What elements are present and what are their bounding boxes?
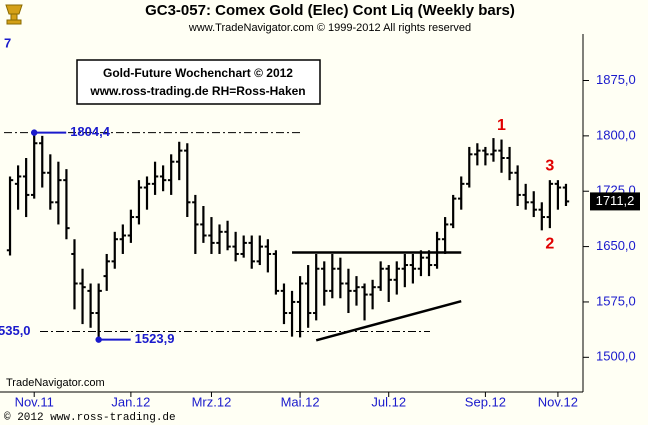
level-label: 535,0 [0, 323, 31, 338]
chart-title: GC3-057: Comex Gold (Elec) Cont Liq (Wee… [145, 2, 515, 19]
last-price-label: 1711,2 [596, 193, 635, 208]
trendline [315, 300, 462, 342]
x-tick-label: Sep.12 [465, 394, 506, 409]
y-tick-label: 1800,0 [596, 127, 636, 142]
chart-subtitle: www.TradeNavigator.com © 1999-2012 All r… [188, 22, 471, 34]
y-tick-label: 1650,0 [596, 238, 636, 253]
wave-label: 1 [497, 117, 506, 134]
info-box-line: www.ross-trading.de RH=Ross-Haken [89, 84, 305, 98]
y-tick-label: 1575,0 [596, 293, 636, 308]
x-tick-label: Nov.12 [538, 394, 578, 409]
x-tick-label: Nov.11 [15, 394, 54, 409]
marker-dot [95, 336, 102, 343]
footer: © 2012 www.ross-trading.de [4, 412, 176, 424]
wave-label: 2 [545, 235, 554, 252]
x-tick-label: Jul.12 [371, 394, 406, 409]
y-tick-label: 1500,0 [596, 349, 636, 364]
marker-label: 1804,4 [70, 124, 111, 139]
x-tick-label: Jan.12 [111, 394, 150, 409]
x-tick-label: Mai.12 [281, 394, 320, 409]
x-tick-label: Mrz.12 [192, 394, 232, 409]
wave-label: 3 [545, 157, 554, 174]
logo [5, 4, 23, 25]
marker-label: 1523,9 [135, 331, 175, 346]
watermark: TradeNavigator.com [6, 377, 105, 389]
last-price-tag [590, 192, 640, 211]
info-box [76, 59, 321, 105]
marker-dot [31, 129, 38, 136]
info-box-line: Gold-Future Wochenchart © 2012 [103, 66, 293, 80]
y-tick-label: 1875,0 [596, 72, 636, 87]
edge-label: 7 [4, 35, 11, 50]
